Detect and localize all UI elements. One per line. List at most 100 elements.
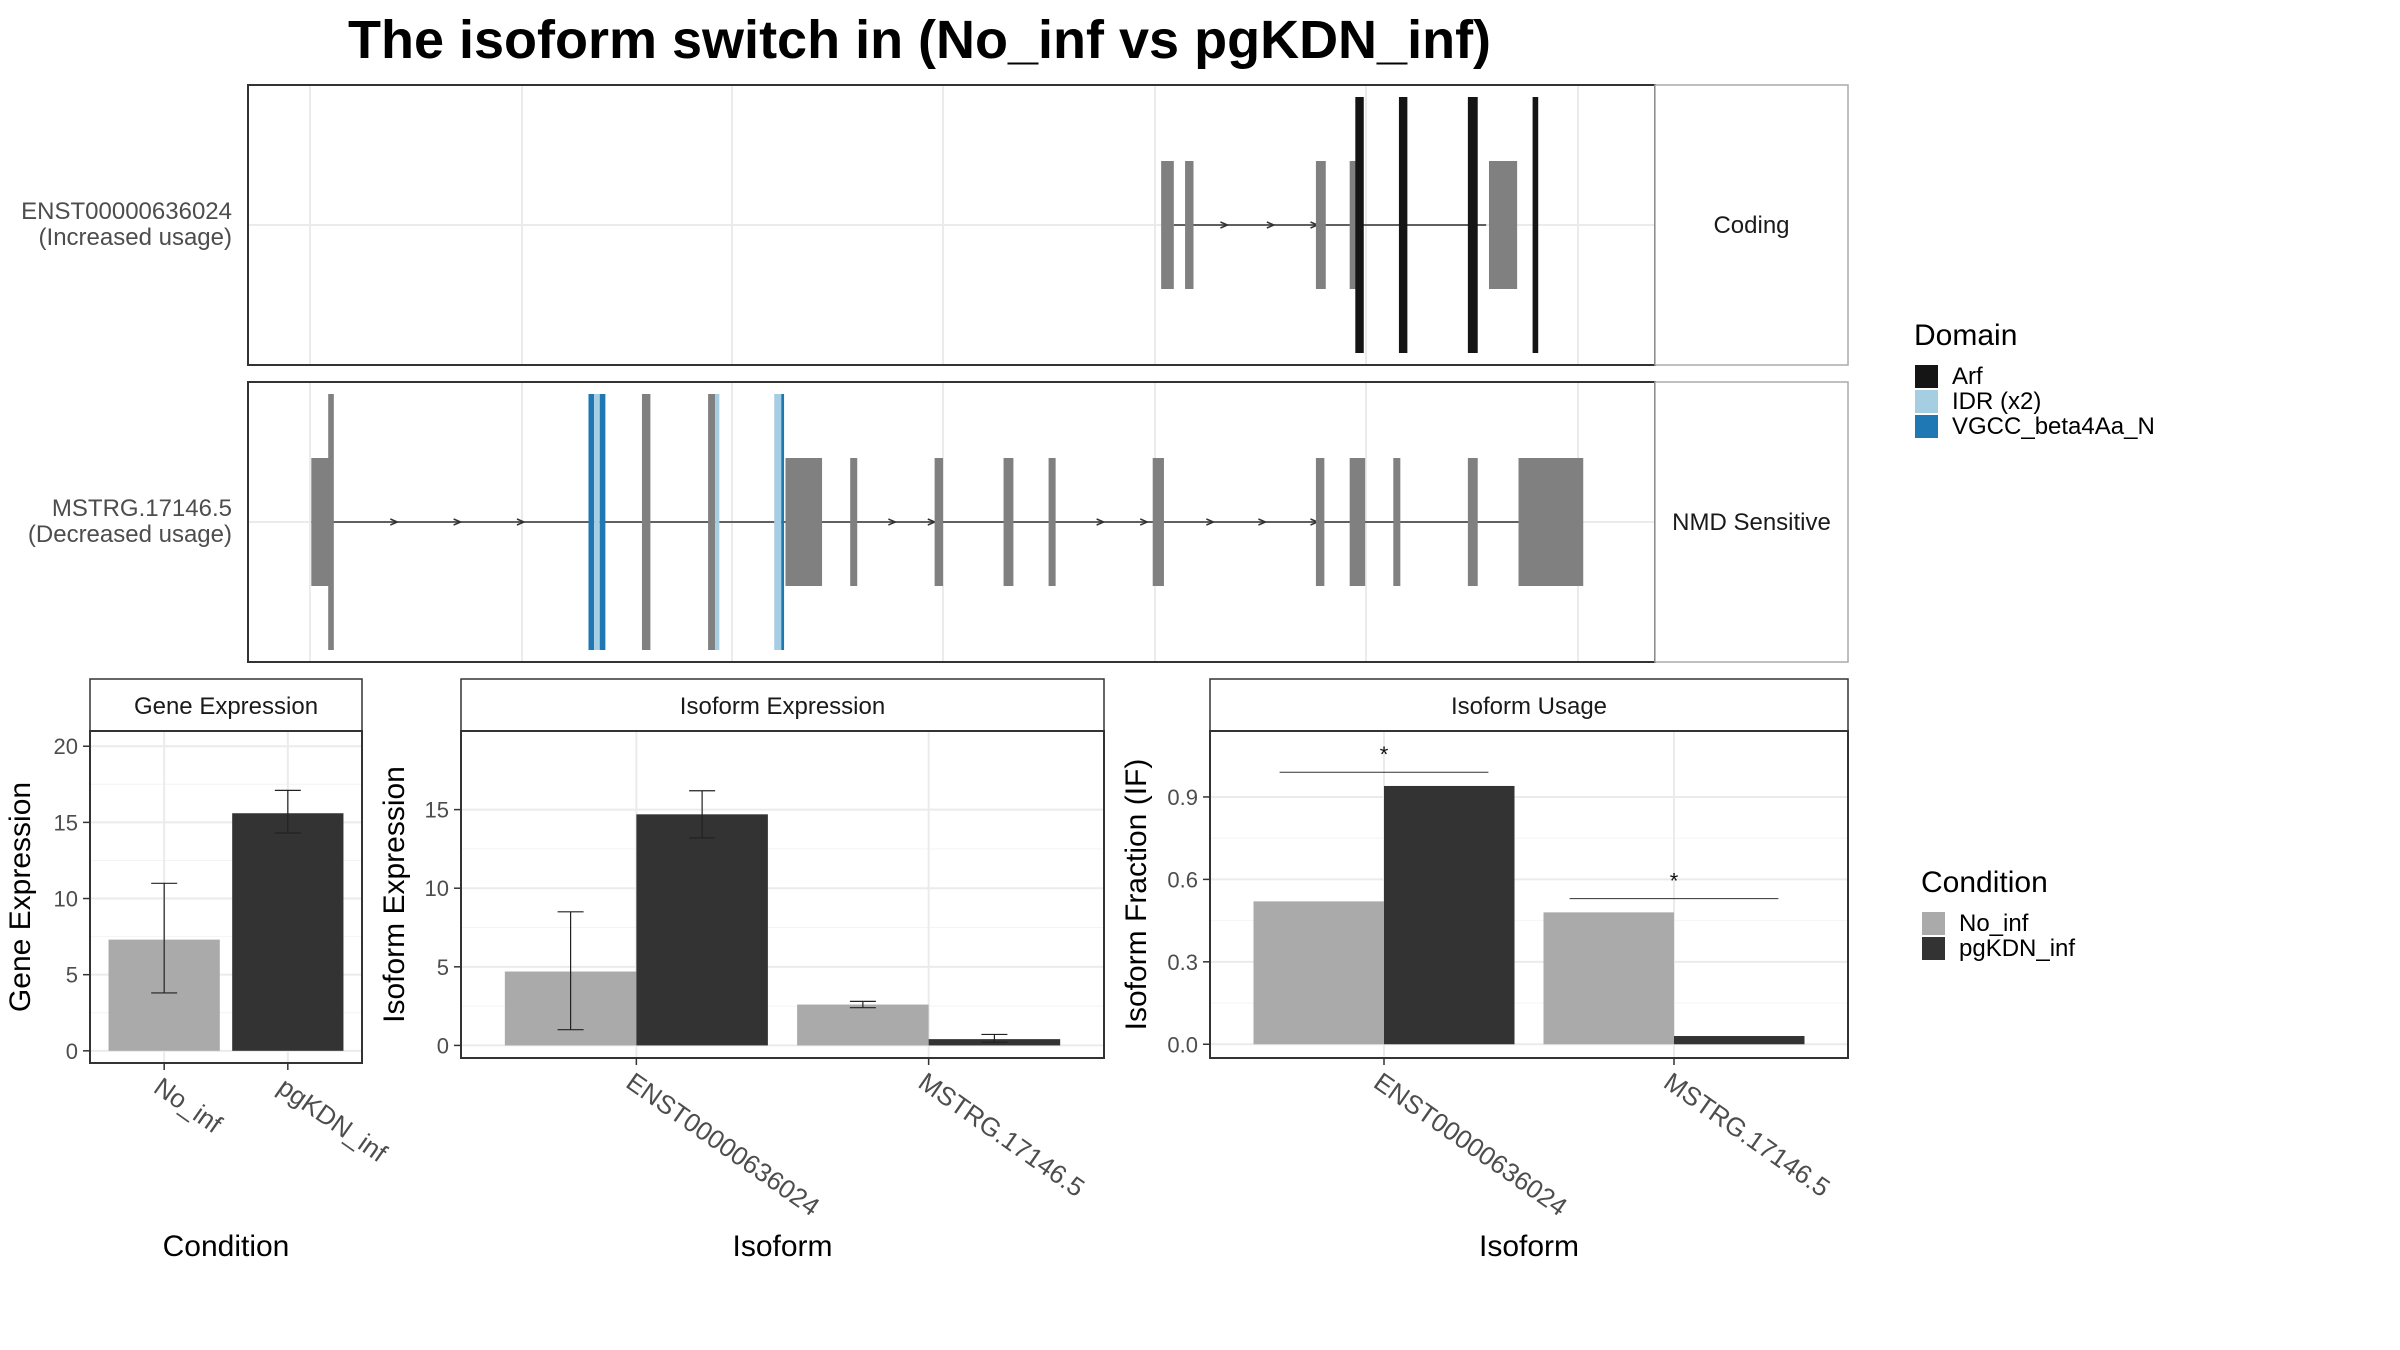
y-tick-label: 0 [66,1039,78,1064]
significance-label: * [1380,742,1389,767]
isoform-label: MSTRG.17146.5 [52,495,232,522]
strip-label: NMD Sensitive [1672,509,1831,536]
panel-border [460,730,1105,1059]
domain-vgcc [781,394,785,650]
domain-vgcc [599,394,606,650]
bar [797,1004,929,1046]
y-tick-label: 5 [437,955,449,980]
strand-arrow [1220,221,1230,229]
y-tick-label: 5 [66,963,78,988]
exon [1003,458,1014,586]
strand-arrow [888,518,898,526]
domain-arf [1467,97,1478,353]
domain-arf [1532,97,1539,353]
exon [1152,458,1164,586]
exon [1161,161,1174,289]
strand-arrow [1266,221,1276,229]
panel-strip-label: Isoform Usage [1451,693,1607,720]
domain-idr [594,394,600,650]
legend-label: VGCC_beta4Aa_N [1952,413,2155,440]
domain-idr [715,394,720,650]
bar [636,814,768,1046]
figure-title: The isoform switch in (No_inf vs pgKDN_i… [348,10,1491,70]
isoform-structure-plot: Coding ENST00000636024(Increased usage) NM… [21,84,1849,663]
y-tick-label: 0 [437,1033,449,1058]
strand-arrow [1258,518,1268,526]
exon [1349,161,1359,289]
y-tick-label: 0.3 [1167,950,1198,975]
legend-swatch [1922,912,1945,935]
exon [311,458,330,586]
y-tick-label: 20 [54,734,78,759]
strip-label: Coding [1713,212,1789,239]
exon [1315,161,1326,289]
y-tick-label: 10 [425,876,449,901]
exon [1488,161,1518,289]
bar-plots: Gene Expression No_inf pgKDN_inf 0 5 10 15 20 Co… [4,678,1849,1263]
legend-label: IDR (x2) [1952,388,2041,415]
y-axis-title: Gene Expression [4,782,37,1012]
strand-arrow [1096,518,1106,526]
strand-arrow [390,518,400,526]
panel-strip-label: Gene Expression [134,693,318,720]
domain-vgcc [588,394,595,650]
exon [1048,458,1056,586]
x-tick-label: No_inf [149,1071,228,1139]
x-axis-title: Isoform [1479,1230,1579,1263]
exon [1349,458,1366,586]
isoform-label-usage: (Decreased usage) [28,521,232,548]
y-tick-label: 10 [54,887,78,912]
panel-strip [89,678,363,732]
domain-arf [1355,97,1364,353]
exon [934,458,944,586]
domain-exon [641,394,651,650]
legend-swatch [1915,415,1938,438]
bar [1384,785,1515,1045]
panel-border [89,730,363,1064]
strand-arrow [1206,518,1216,526]
x-tick-label: MSTRG.17146.5 [913,1066,1090,1202]
bar [1674,1036,1805,1045]
strand-arrow [453,518,463,526]
exon [1467,458,1478,586]
legend-label: Arf [1952,363,1983,390]
domain-exon [708,394,716,650]
panel-strip-label: Isoform Expression [680,693,885,720]
x-axis-title: Condition [163,1230,290,1263]
y-tick-label: 0.6 [1167,867,1198,892]
panel-border [1209,730,1849,1059]
panel-strip [1209,678,1849,732]
y-tick-label: 0.0 [1167,1032,1198,1057]
strip-box [1654,381,1849,663]
domain-arf [1398,97,1408,353]
exon [1518,458,1584,586]
domain-idr [774,394,782,650]
y-axis-title: Isoform Fraction (IF) [1120,759,1153,1031]
legend-swatch [1915,365,1938,388]
isoform-label-usage: (Increased usage) [39,224,232,251]
panel-strip [460,678,1105,732]
strand-arrow [516,518,526,526]
bar [1253,901,1384,1045]
exon [1185,161,1194,289]
exon [785,458,823,586]
x-tick-label: ENST00000636024 [1369,1066,1573,1222]
y-tick-label: 15 [54,810,78,835]
x-tick-label: pgKDN_inf [272,1071,393,1168]
exon [1315,458,1325,586]
exon [1393,458,1401,586]
y-axis-title: Isoform Expression [378,766,411,1023]
bar [232,813,344,1051]
y-tick-label: 0.9 [1167,785,1198,810]
legend-label: pgKDN_inf [1959,935,2075,962]
strand-arrow [1139,518,1150,526]
condition-legend-title: Condition [1921,866,2048,899]
x-tick-label: MSTRG.17146.5 [1659,1066,1836,1202]
significance-label: * [1670,869,1679,894]
domain-legend-title: Domain [1914,319,2017,352]
exon [850,458,858,586]
domain-exon [328,394,334,650]
x-tick-label: ENST00000636024 [621,1066,825,1222]
